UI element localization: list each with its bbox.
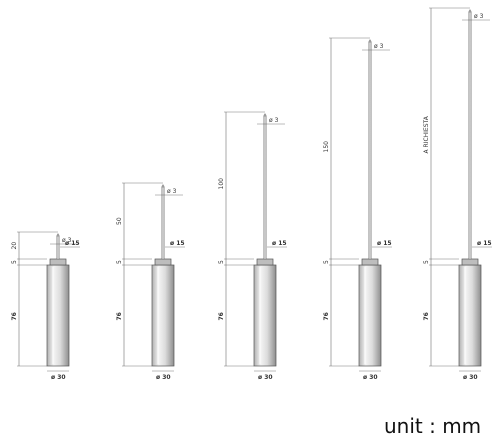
collar-diameter-label: ø 15 xyxy=(65,240,80,247)
unit-label: unit : mm xyxy=(384,414,482,438)
probe-collar xyxy=(361,258,379,266)
collar-height-label: 5 xyxy=(116,260,123,264)
probe-collar xyxy=(461,258,479,266)
probe-tip xyxy=(468,9,472,13)
probe-tip xyxy=(368,39,372,43)
probe-body xyxy=(46,264,70,367)
collar-diameter-label: ø 15 xyxy=(272,240,287,247)
body-diameter-label: ø 30 xyxy=(258,374,273,381)
tip-diameter-label: ø 3 xyxy=(167,188,177,195)
probe-3: 100 5 76 ø 3 ø 15 ø 30 xyxy=(218,111,287,381)
collar-diameter-label: ø 15 xyxy=(477,240,492,247)
probe-rod xyxy=(368,41,372,260)
length-label: A RICHIESTA xyxy=(423,115,430,153)
body-height-label: 76 xyxy=(116,312,123,320)
collar-height-label: 5 xyxy=(218,260,225,264)
probe-tip xyxy=(263,113,267,117)
body-height-label: 76 xyxy=(323,312,330,320)
collar-diameter-label: ø 15 xyxy=(377,240,392,247)
tip-diameter-label: ø 3 xyxy=(474,13,484,20)
body-diameter-label: ø 30 xyxy=(51,374,66,381)
tip-diameter-label: ø 3 xyxy=(269,117,279,124)
probe-body xyxy=(253,264,277,367)
probe-1: 20 5 76 ø 3ø 15 ø 30 xyxy=(11,231,80,381)
probe-body xyxy=(458,264,482,367)
probe-4: 150 5 76 ø 3 ø 15 ø 30 xyxy=(323,37,392,381)
probe-2: 50 5 76 ø 3 ø 15 ø 30 xyxy=(116,182,185,381)
length-label: 20 xyxy=(11,242,18,250)
length-label: 50 xyxy=(116,217,123,225)
body-diameter-label: ø 30 xyxy=(363,374,378,381)
probe-rod xyxy=(263,115,267,260)
probe-tip xyxy=(161,184,165,188)
collar-height-label: 5 xyxy=(11,260,18,264)
body-height-label: 76 xyxy=(218,312,225,320)
probe-rod xyxy=(56,235,60,260)
probe-collar xyxy=(49,258,67,266)
probe-collar xyxy=(256,258,274,266)
length-label: 100 xyxy=(218,178,225,190)
probe-rod xyxy=(468,11,472,260)
body-diameter-label: ø 30 xyxy=(156,374,171,381)
probe-tip xyxy=(56,233,60,237)
body-height-label: 76 xyxy=(423,312,430,320)
probe-body xyxy=(151,264,175,367)
probe-rod xyxy=(161,186,165,260)
tip-diameter-label: ø 3 xyxy=(374,43,384,50)
body-diameter-label: ø 30 xyxy=(463,374,478,381)
collar-diameter-label: ø 15 xyxy=(170,240,185,247)
collar-height-label: 5 xyxy=(323,260,330,264)
probe-body xyxy=(358,264,382,367)
body-height-label: 76 xyxy=(11,312,18,320)
probe-collar xyxy=(154,258,172,266)
collar-height-label: 5 xyxy=(423,260,430,264)
length-label: 150 xyxy=(323,141,330,153)
tip-diameter-label: ø 3 xyxy=(62,237,72,244)
probe-5: A RICHIESTA 5 76 ø 3 ø 15 ø 30 xyxy=(423,7,492,381)
